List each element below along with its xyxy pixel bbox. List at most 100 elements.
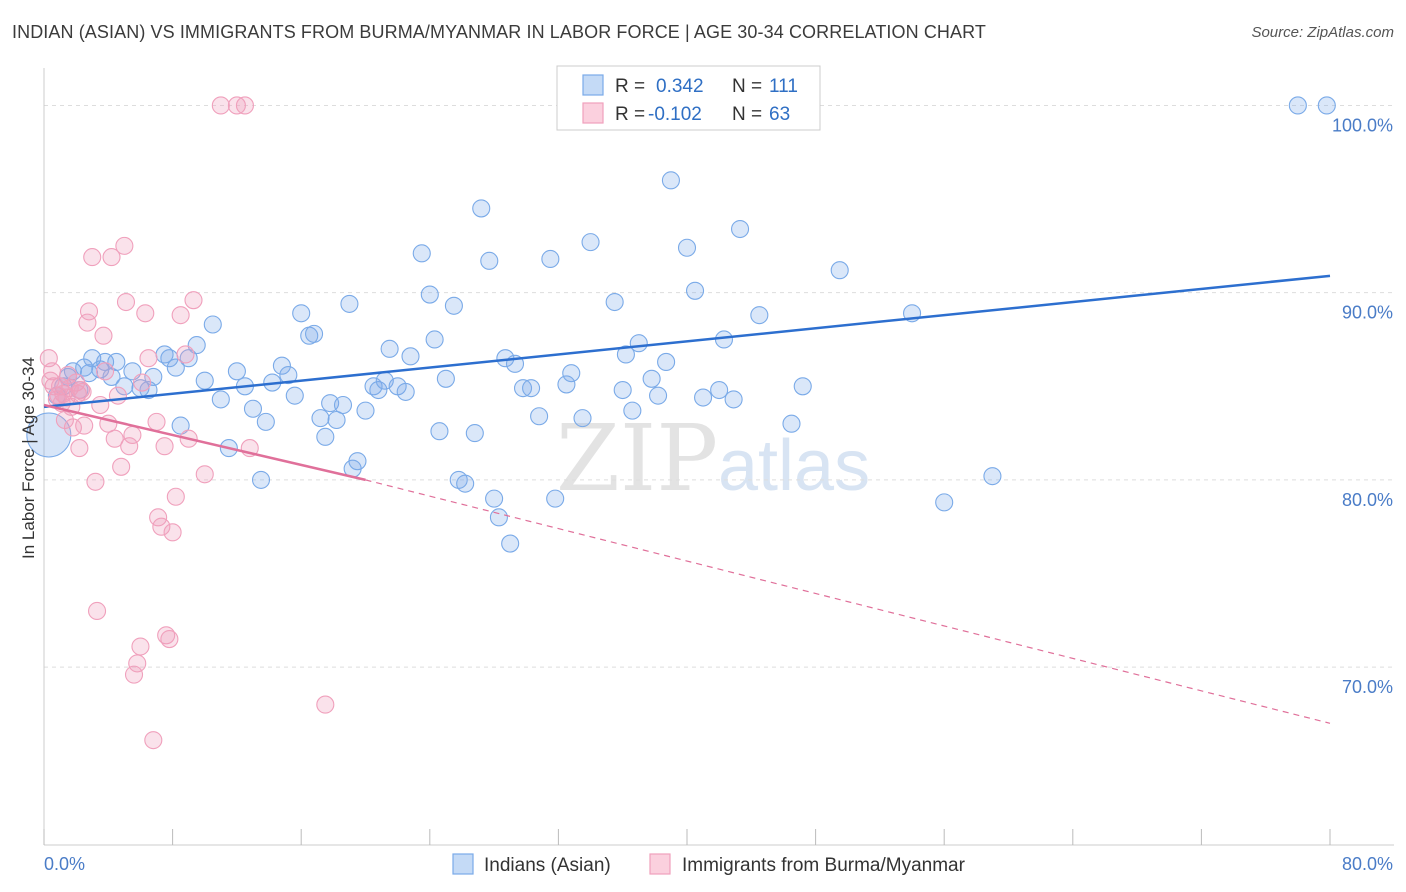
- point-indians: [613, 380, 632, 400]
- point-indians: [369, 380, 388, 400]
- point-burma: [105, 429, 124, 448]
- point-indians: [333, 395, 353, 415]
- point-indians: [983, 467, 1002, 486]
- point-indians: [605, 292, 624, 312]
- point-indians: [356, 401, 375, 420]
- point-indians: [750, 306, 769, 325]
- y-tick-label: 100.0%: [1332, 115, 1393, 135]
- point-indians: [430, 422, 449, 441]
- point-burma: [79, 302, 99, 321]
- point-indians: [485, 489, 504, 508]
- point-indians: [541, 249, 560, 269]
- point-indians: [562, 364, 581, 383]
- stats-legend: R = 0.342 N = 111 R = -0.102 N = 63: [556, 65, 821, 131]
- watermark-zip: ZIP: [556, 405, 718, 512]
- trend-line-burma: [43, 403, 366, 482]
- legend-n-value-1: 111: [769, 76, 798, 97]
- bottom-legend-swatch-indians: [452, 853, 474, 875]
- point-indians: [327, 410, 346, 430]
- point-indians: [546, 489, 565, 508]
- point-indians: [935, 493, 954, 512]
- point-indians: [623, 401, 642, 420]
- point-burma: [235, 96, 254, 115]
- point-burma: [115, 236, 134, 255]
- point-indians: [401, 347, 420, 366]
- y-tick-label: 70.0%: [1342, 677, 1393, 697]
- point-burma: [73, 382, 92, 401]
- point-indians: [251, 470, 271, 489]
- point-indians: [396, 382, 415, 401]
- chart-title: INDIAN (ASIAN) VS IMMIGRANTS FROM BURMA/…: [12, 22, 987, 42]
- legend-n-label-2: N =: [732, 104, 762, 125]
- point-indians: [305, 324, 324, 343]
- trend-line-indians: [43, 274, 1331, 409]
- point-indians: [203, 315, 222, 334]
- point-indians: [171, 416, 190, 435]
- legend-swatch-burma: [582, 102, 604, 124]
- point-burma: [70, 439, 89, 458]
- bottom-legend-swatch-burma: [649, 853, 671, 875]
- point-burma: [57, 388, 76, 407]
- trend-line-burma-extension: [365, 479, 1331, 724]
- point-indians: [444, 296, 463, 315]
- series-burma-points: [39, 96, 335, 750]
- point-burma: [184, 291, 203, 310]
- point-indians: [412, 244, 431, 263]
- point-indians: [657, 352, 676, 371]
- point-indians: [1317, 96, 1336, 115]
- point-burma: [75, 416, 94, 435]
- point-burma: [124, 665, 144, 684]
- point-indians: [166, 358, 185, 377]
- point-indians: [710, 380, 729, 400]
- point-indians: [292, 304, 311, 323]
- point-indians: [793, 377, 812, 396]
- point-indians: [1288, 96, 1307, 115]
- point-indians: [530, 407, 549, 426]
- point-indians: [830, 261, 849, 280]
- point-indians-cluster: [26, 412, 72, 458]
- point-indians: [211, 390, 230, 409]
- legend-n-label-1: N =: [732, 76, 762, 97]
- point-burma: [120, 437, 139, 456]
- point-burma: [133, 373, 152, 392]
- point-indians: [115, 377, 134, 396]
- point-indians: [522, 379, 541, 398]
- point-indians: [340, 294, 359, 313]
- point-burma: [211, 96, 230, 115]
- point-indians: [79, 364, 99, 383]
- point-burma: [147, 412, 166, 431]
- source-credit: Source: ZipAtlas.com: [1251, 24, 1394, 41]
- point-indians: [436, 369, 455, 388]
- legend-n-value-2: 63: [769, 104, 790, 125]
- watermark-atlas: atlas: [718, 426, 870, 506]
- point-indians: [661, 171, 680, 190]
- y-tick-label: 80.0%: [1342, 490, 1393, 510]
- point-burma: [171, 306, 190, 325]
- point-indians: [489, 508, 508, 527]
- point-indians: [694, 388, 713, 407]
- legend-r-label-2: R =: [615, 104, 645, 125]
- point-indians: [144, 367, 163, 386]
- point-indians: [243, 399, 263, 418]
- point-burma: [91, 395, 110, 415]
- point-indians: [227, 362, 246, 381]
- point-burma: [123, 425, 142, 445]
- bottom-legend: Indians (Asian) Immigrants from Burma/My…: [452, 853, 966, 876]
- point-indians: [285, 386, 304, 405]
- point-burma: [176, 345, 195, 364]
- point-indians: [573, 409, 592, 428]
- point-indians: [730, 219, 750, 239]
- point-burma: [166, 487, 185, 506]
- legend-r-value-2: -0.102: [648, 104, 702, 125]
- point-indians: [472, 199, 491, 218]
- point-burma: [160, 629, 179, 649]
- point-indians: [380, 339, 399, 358]
- point-indians: [677, 238, 697, 257]
- point-burma: [128, 654, 147, 673]
- point-indians: [480, 251, 499, 270]
- point-indians: [425, 330, 444, 349]
- point-indians: [629, 334, 648, 353]
- legend-r-value-1: 0.342: [656, 76, 704, 97]
- x-tick-label: 80.0%: [1342, 854, 1393, 874]
